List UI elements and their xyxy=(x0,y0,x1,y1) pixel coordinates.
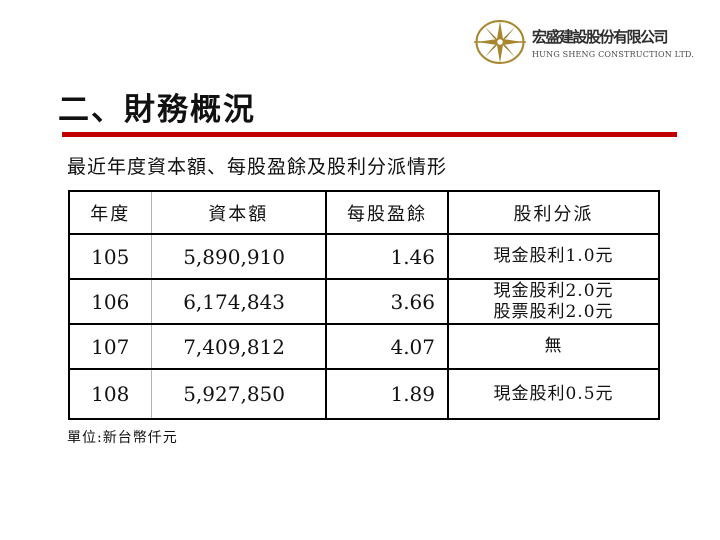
table-row: 108 5,927,850 1.89 現金股利0.5元 xyxy=(69,368,659,419)
col-header-eps: 每股盈餘 xyxy=(326,191,449,234)
cell-capital: 7,409,812 xyxy=(151,323,327,369)
company-name-en: HUNG SHENG CONSTRUCTION LTD. xyxy=(532,50,695,59)
cell-year: 106 xyxy=(69,278,152,324)
col-header-capital: 資本額 xyxy=(151,191,327,234)
cell-capital: 5,927,850 xyxy=(151,368,327,419)
table-header-row: 年度 資本額 每股盈餘 股利分派 xyxy=(69,191,659,234)
cell-dividend: 現金股利1.0元 xyxy=(448,233,659,279)
cell-eps: 1.89 xyxy=(326,368,449,419)
cell-capital: 6,174,843 xyxy=(151,278,327,324)
compass-rose-icon xyxy=(474,20,526,64)
title-divider-rule xyxy=(62,132,677,137)
company-logo: 宏盛建設股份有限公司 HUNG SHENG CONSTRUCTION LTD. xyxy=(474,18,694,66)
col-header-dividend: 股利分派 xyxy=(513,203,594,225)
table-row: 107 7,409,812 4.07 無 xyxy=(69,323,659,369)
slide-subtitle: 最近年度資本額、每股盈餘及股利分派情形 xyxy=(67,156,448,178)
cell-year: 105 xyxy=(69,233,152,279)
cell-year: 107 xyxy=(69,323,152,369)
cell-eps: 3.66 xyxy=(326,278,449,324)
financial-table: 年度 資本額 每股盈餘 股利分派 105 5,890,910 1.46 現金股利… xyxy=(68,190,660,420)
slide-title: 二、財務概況 xyxy=(58,92,256,128)
financial-table-container: 年度 資本額 每股盈餘 股利分派 105 5,890,910 1.46 現金股利… xyxy=(68,190,660,420)
cell-dividend: 無 xyxy=(448,323,659,369)
cell-eps: 1.46 xyxy=(326,233,449,279)
cell-dividend: 現金股利2.0元 股票股利2.0元 xyxy=(448,278,659,324)
cell-capital: 5,890,910 xyxy=(151,233,327,279)
cell-year: 108 xyxy=(69,368,152,419)
col-header-year: 年度 xyxy=(69,191,152,234)
cell-dividend: 現金股利0.5元 xyxy=(448,368,659,419)
unit-note: 單位:新台幣仟元 xyxy=(67,430,178,446)
company-name-block: 宏盛建設股份有限公司 HUNG SHENG CONSTRUCTION LTD. xyxy=(532,18,694,59)
cell-eps: 4.07 xyxy=(326,323,449,369)
company-name-zh: 宏盛建設股份有限公司 xyxy=(532,28,669,46)
table-row: 105 5,890,910 1.46 現金股利1.0元 xyxy=(69,233,659,279)
table-row: 106 6,174,843 3.66 現金股利2.0元 股票股利2.0元 xyxy=(69,278,659,324)
